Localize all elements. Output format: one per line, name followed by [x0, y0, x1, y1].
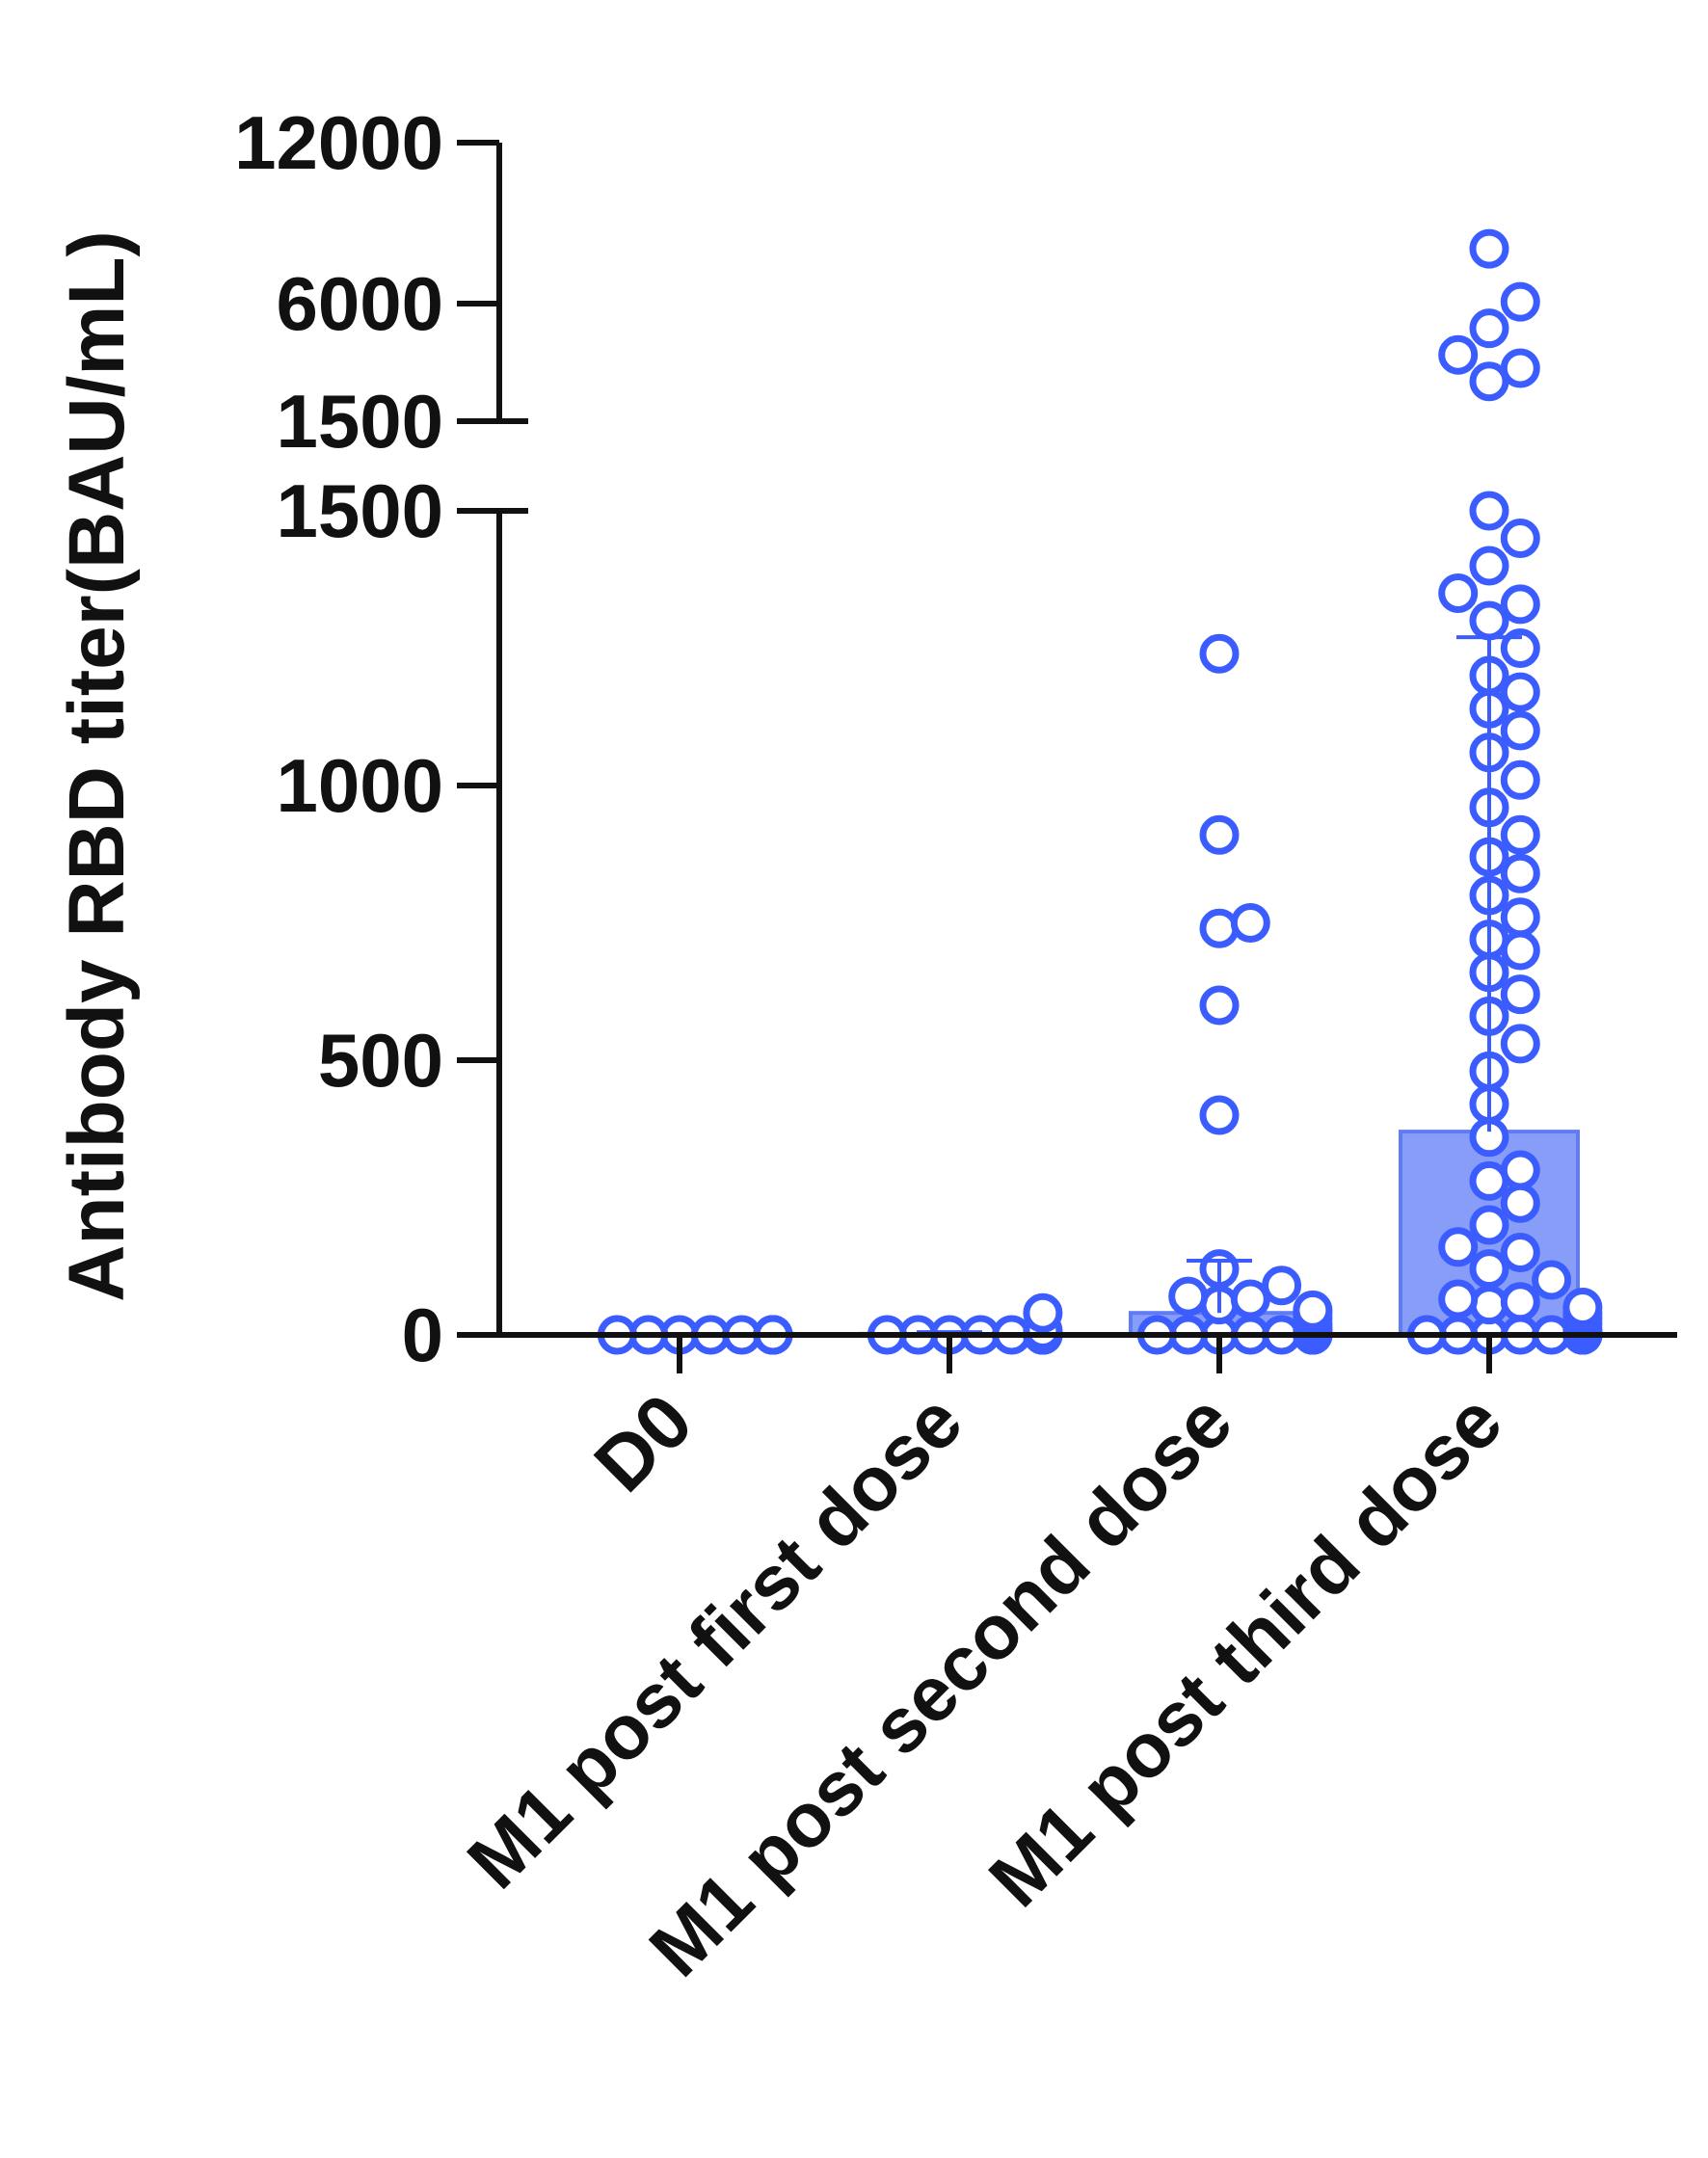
data-point [1500, 759, 1540, 800]
data-point [1469, 546, 1509, 586]
data-point [1500, 853, 1540, 893]
data-point [1230, 1279, 1270, 1319]
data-point [1500, 1233, 1540, 1272]
data-point [1438, 1279, 1479, 1319]
data-point [1168, 1276, 1209, 1317]
axes-layer [457, 140, 1677, 1373]
data-point [1199, 908, 1240, 948]
data-point [1438, 573, 1479, 613]
data-point [1500, 348, 1540, 388]
x-tick-label: M1 post first dose [451, 1377, 978, 1905]
data-point [1230, 903, 1270, 943]
data-point [1500, 628, 1540, 668]
y-tick-label: 6000 [276, 261, 443, 346]
data-point [1500, 710, 1540, 751]
data-point [1500, 1282, 1540, 1322]
data-point [1438, 1227, 1479, 1267]
y-axis-title: Antibody RBD titer(BAU/mL) [53, 230, 141, 1301]
data-point [1562, 1288, 1603, 1327]
data-point [1199, 814, 1240, 855]
data-point [1469, 1285, 1509, 1325]
data-point [1023, 1292, 1063, 1333]
data-point [1469, 228, 1509, 269]
y-tick-label: 500 [318, 1018, 443, 1103]
data-point [1199, 985, 1240, 1026]
data-point [1199, 1095, 1240, 1135]
data-point [1500, 281, 1540, 322]
data-point [1500, 1183, 1540, 1223]
data-point [1469, 600, 1509, 641]
data-point [1469, 308, 1509, 349]
data-point [1469, 1249, 1509, 1290]
data-point [1500, 814, 1540, 855]
data-point [1500, 1024, 1540, 1064]
data-point [1469, 361, 1509, 402]
data-point [1500, 1150, 1540, 1190]
data-point [1500, 897, 1540, 938]
data-point [1500, 584, 1540, 625]
x-tick-label: M1 post third dose [973, 1377, 1518, 1923]
y-tick-label: 1500 [276, 379, 443, 464]
data-point [1262, 1265, 1302, 1306]
x-tick-label: D0 [578, 1377, 708, 1507]
data-point [1293, 1290, 1333, 1330]
y-tick-label: 12000 [234, 100, 443, 185]
data-point [1500, 672, 1540, 712]
data-point [1469, 1205, 1509, 1245]
data-point [1438, 334, 1479, 375]
data-point [1532, 1260, 1572, 1300]
y-tick-label: 0 [402, 1292, 443, 1377]
data-point [1469, 491, 1509, 531]
data-point [1500, 974, 1540, 1015]
y-tick-label: 1000 [276, 743, 443, 828]
y-tick-label: 1500 [276, 468, 443, 553]
data-point [1500, 519, 1540, 558]
data-point [1199, 633, 1240, 674]
